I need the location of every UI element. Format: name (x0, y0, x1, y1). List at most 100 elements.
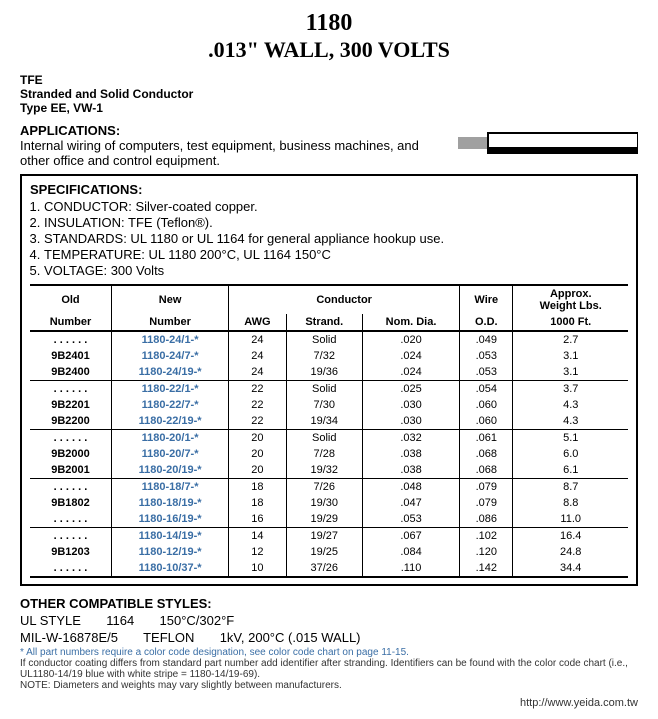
od-cell: .068 (460, 446, 513, 462)
spec-item: INSULATION: TFE (Teflon®). (44, 215, 628, 230)
col-wire: Wire (460, 285, 513, 314)
od-cell: .061 (460, 430, 513, 447)
col-new: New (111, 285, 228, 314)
compat-temp: 150°C/302°F (160, 613, 235, 628)
dia-cell: .038 (362, 462, 459, 479)
od-cell: .142 (460, 560, 513, 577)
dia-cell: .020 (362, 331, 459, 348)
strand-cell: 7/32 (286, 348, 362, 364)
col-number-2: Number (111, 314, 228, 331)
strand-cell: 7/26 (286, 479, 362, 496)
weight-cell: 11.0 (513, 511, 628, 528)
awg-cell: 22 (229, 413, 286, 430)
compat-teflon: TEFLON (143, 630, 194, 645)
new-number: 1180-18/19-* (111, 495, 228, 511)
awg-cell: 24 (229, 331, 286, 348)
od-cell: .053 (460, 364, 513, 381)
new-number: 1180-24/19-* (111, 364, 228, 381)
new-number: 1180-22/7-* (111, 397, 228, 413)
strand-cell: 19/25 (286, 544, 362, 560)
old-number: . . . . . . (30, 331, 111, 348)
product-type-2: Stranded and Solid Conductor (20, 87, 638, 101)
dia-cell: .053 (362, 511, 459, 528)
product-type-1: TFE (20, 73, 638, 87)
strand-cell: 19/27 (286, 528, 362, 545)
table-row: 9B20001180-20/7-*207/28.038.0686.0 (30, 446, 628, 462)
od-cell: .102 (460, 528, 513, 545)
header-subtitle: .013" WALL, 300 VOLTS (20, 37, 638, 63)
awg-cell: 24 (229, 364, 286, 381)
table-row: . . . . . .1180-22/1-*22Solid.025.0543.7 (30, 381, 628, 398)
old-number: . . . . . . (30, 430, 111, 447)
strand-cell: 19/36 (286, 364, 362, 381)
weight-cell: 8.8 (513, 495, 628, 511)
new-number: 1180-20/7-* (111, 446, 228, 462)
weight-cell: 8.7 (513, 479, 628, 496)
weight-cell: 6.1 (513, 462, 628, 479)
new-number: 1180-24/7-* (111, 348, 228, 364)
col-per: 1000 Ft. (513, 314, 628, 331)
awg-cell: 10 (229, 560, 286, 577)
old-number: 9B2401 (30, 348, 111, 364)
strand-cell: Solid (286, 430, 362, 447)
strand-cell: 7/28 (286, 446, 362, 462)
od-cell: .079 (460, 495, 513, 511)
od-cell: .068 (460, 462, 513, 479)
awg-cell: 20 (229, 430, 286, 447)
spec-item: TEMPERATURE: UL 1180 200°C, UL 1164 150°… (44, 247, 628, 262)
old-number: 9B2001 (30, 462, 111, 479)
footer-url: http://www.yeida.com.tw (20, 697, 638, 709)
compat-mil: MIL-W-16878E/5 (20, 630, 118, 645)
col-number-1: Number (30, 314, 111, 331)
dia-cell: .110 (362, 560, 459, 577)
wire-data-table: Old New Conductor Wire Approx.Weight Lbs… (30, 284, 628, 578)
applications-title: APPLICATIONS: (20, 123, 448, 138)
footnote-2: NOTE: Diameters and weights may vary sli… (20, 680, 638, 691)
product-type-3: Type EE, VW-1 (20, 101, 638, 115)
col-od: O.D. (460, 314, 513, 331)
od-cell: .060 (460, 397, 513, 413)
new-number: 1180-22/19-* (111, 413, 228, 430)
table-row: . . . . . .1180-24/1-*24Solid.020.0492.7 (30, 331, 628, 348)
col-old: Old (30, 285, 111, 314)
strand-cell: 19/32 (286, 462, 362, 479)
table-row: . . . . . .1180-10/37-*1037/26.110.14234… (30, 560, 628, 577)
old-number: . . . . . . (30, 381, 111, 398)
table-row: 9B22001180-22/19-*2219/34.030.0604.3 (30, 413, 628, 430)
awg-cell: 20 (229, 462, 286, 479)
table-row: . . . . . .1180-16/19-*1619/29.053.08611… (30, 511, 628, 528)
weight-cell: 3.1 (513, 364, 628, 381)
old-number: . . . . . . (30, 560, 111, 577)
table-row: 9B20011180-20/19-*2019/32.038.0686.1 (30, 462, 628, 479)
spec-item: CONDUCTOR: Silver-coated copper. (44, 199, 628, 214)
weight-cell: 6.0 (513, 446, 628, 462)
awg-cell: 22 (229, 381, 286, 398)
compat-1164: 1164 (106, 613, 134, 628)
weight-cell: 34.4 (513, 560, 628, 577)
strand-cell: Solid (286, 331, 362, 348)
strand-cell: 19/30 (286, 495, 362, 511)
weight-cell: 3.7 (513, 381, 628, 398)
old-number: . . . . . . (30, 528, 111, 545)
awg-cell: 22 (229, 397, 286, 413)
table-row: 9B22011180-22/7-*227/30.030.0604.3 (30, 397, 628, 413)
new-number: 1180-20/19-* (111, 462, 228, 479)
od-cell: .053 (460, 348, 513, 364)
col-conductor: Conductor (229, 285, 460, 314)
dia-cell: .038 (362, 446, 459, 462)
strand-cell: 19/29 (286, 511, 362, 528)
weight-cell: 3.1 (513, 348, 628, 364)
table-row: . . . . . .1180-18/7-*187/26.048.0798.7 (30, 479, 628, 496)
col-awg: AWG (229, 314, 286, 331)
awg-cell: 14 (229, 528, 286, 545)
old-number: . . . . . . (30, 511, 111, 528)
dia-cell: .024 (362, 348, 459, 364)
dia-cell: .030 (362, 413, 459, 430)
weight-cell: 4.3 (513, 397, 628, 413)
wire-illustration (458, 123, 638, 166)
strand-cell: 37/26 (286, 560, 362, 577)
footnote-1: If conductor coating differs from standa… (20, 658, 638, 680)
weight-cell: 24.8 (513, 544, 628, 560)
table-row: 9B24011180-24/7-*247/32.024.0533.1 (30, 348, 628, 364)
spec-item: VOLTAGE: 300 Volts (44, 263, 628, 278)
